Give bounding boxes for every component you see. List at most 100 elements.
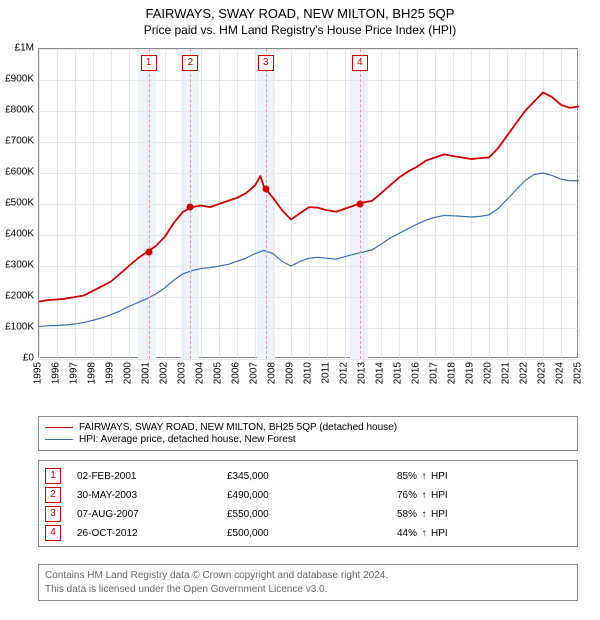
- chart-title-address: FAIRWAYS, SWAY ROAD, NEW MILTON, BH25 5Q…: [0, 6, 600, 21]
- title-block: FAIRWAYS, SWAY ROAD, NEW MILTON, BH25 5Q…: [0, 0, 600, 37]
- sale-price-point: [187, 204, 194, 211]
- sale-date: 26-OCT-2012: [77, 528, 227, 539]
- sale-date: 02-FEB-2001: [77, 471, 227, 482]
- sale-number-marker: 2: [182, 55, 198, 71]
- sale-number-marker: 4: [352, 55, 368, 71]
- x-tick-label: 2006: [231, 362, 242, 384]
- y-tick-label: £700K: [5, 136, 34, 147]
- x-tick-label: 1999: [105, 362, 116, 384]
- chart-subtitle: Price paid vs. HM Land Registry's House …: [0, 23, 600, 37]
- series-property: [39, 92, 579, 301]
- legend-entry: HPI: Average price, detached house, New …: [45, 434, 571, 445]
- sale-row-number: 4: [45, 525, 61, 541]
- sale-date: 07-AUG-2007: [77, 509, 227, 520]
- sale-price: £490,000: [227, 490, 357, 501]
- sale-price: £550,000: [227, 509, 357, 520]
- x-tick-label: 2010: [303, 362, 314, 384]
- sale-pct-vs-hpi: 76%: [357, 490, 417, 501]
- y-tick-label: £300K: [5, 260, 34, 271]
- x-tick-label: 2024: [555, 362, 566, 384]
- x-tick-label: 2017: [429, 362, 440, 384]
- sales-table: 102-FEB-2001£345,00085%↑HPI230-MAY-2003£…: [38, 460, 578, 547]
- x-tick-label: 2004: [195, 362, 206, 384]
- sale-hpi-label: HPI: [431, 471, 471, 482]
- sale-price-point: [145, 249, 152, 256]
- x-tick-label: 2016: [411, 362, 422, 384]
- x-tick-label: 2007: [249, 362, 260, 384]
- sale-table-row: 2 30-MAY-2003£490,00076%↑HPI: [45, 487, 571, 503]
- sale-number-marker: 3: [258, 55, 274, 71]
- x-tick-label: 2000: [123, 362, 134, 384]
- x-tick-label: 2025: [573, 362, 584, 384]
- x-tick-label: 2018: [447, 362, 458, 384]
- chart-area: 1234 £0£100K£200K£300K£400K£500K£600K£70…: [38, 48, 578, 378]
- legend-swatch: [45, 427, 73, 428]
- sale-price-point: [262, 185, 269, 192]
- series-hpi: [39, 173, 579, 326]
- sale-pct-vs-hpi: 85%: [357, 471, 417, 482]
- x-tick-label: 2023: [537, 362, 548, 384]
- arrow-up-icon: ↑: [417, 471, 431, 482]
- sale-pct-vs-hpi: 44%: [357, 528, 417, 539]
- sale-price: £500,000: [227, 528, 357, 539]
- y-tick-label: £800K: [5, 105, 34, 116]
- legend-box: FAIRWAYS, SWAY ROAD, NEW MILTON, BH25 5Q…: [38, 416, 578, 451]
- arrow-up-icon: ↑: [417, 490, 431, 501]
- x-tick-label: 1998: [87, 362, 98, 384]
- sale-row-number: 2: [45, 487, 61, 503]
- legend-label: FAIRWAYS, SWAY ROAD, NEW MILTON, BH25 5Q…: [79, 422, 397, 433]
- sale-table-row: 307-AUG-2007£550,00058%↑HPI: [45, 506, 571, 522]
- sale-price-point: [356, 201, 363, 208]
- y-tick-label: £600K: [5, 167, 34, 178]
- x-tick-label: 1996: [51, 362, 62, 384]
- x-tick-label: 2008: [267, 362, 278, 384]
- y-tick-label: £200K: [5, 291, 34, 302]
- y-axis-ticks: £0£100K£200K£300K£400K£500K£600K£700K£80…: [0, 48, 36, 358]
- sale-reference-line: [266, 49, 267, 359]
- sale-hpi-label: HPI: [431, 490, 471, 501]
- y-tick-label: £100K: [5, 322, 34, 333]
- x-tick-label: 2001: [141, 362, 152, 384]
- x-tick-label: 2020: [483, 362, 494, 384]
- sale-reference-line: [149, 49, 150, 359]
- y-tick-label: £900K: [5, 74, 34, 85]
- x-tick-label: 2011: [321, 362, 332, 384]
- x-tick-label: 2022: [519, 362, 530, 384]
- sale-pct-vs-hpi: 58%: [357, 509, 417, 520]
- y-tick-label: £400K: [5, 229, 34, 240]
- sale-number-marker: 1: [141, 55, 157, 71]
- license-footer: Contains HM Land Registry data © Crown c…: [38, 564, 578, 601]
- legend-swatch: [45, 439, 73, 440]
- x-tick-label: 2013: [357, 362, 368, 384]
- sale-table-row: 1 02-FEB-2001£345,00085%↑HPI: [45, 468, 571, 484]
- sale-row-number: 3: [45, 506, 61, 522]
- legend-label: HPI: Average price, detached house, New …: [79, 434, 296, 445]
- x-tick-label: 2002: [159, 362, 170, 384]
- figure-root: FAIRWAYS, SWAY ROAD, NEW MILTON, BH25 5Q…: [0, 0, 600, 620]
- x-tick-label: 2014: [375, 362, 386, 384]
- arrow-up-icon: ↑: [417, 528, 431, 539]
- y-tick-label: £500K: [5, 198, 34, 209]
- x-tick-label: 2003: [177, 362, 188, 384]
- footer-line-1: Contains HM Land Registry data © Crown c…: [45, 569, 571, 583]
- x-tick-label: 2015: [393, 362, 404, 384]
- x-tick-label: 2009: [285, 362, 296, 384]
- footer-line-2: This data is licensed under the Open Gov…: [45, 583, 571, 597]
- x-tick-label: 2005: [213, 362, 224, 384]
- x-tick-label: 2012: [339, 362, 350, 384]
- arrow-up-icon: ↑: [417, 509, 431, 520]
- gridline-vertical: [579, 49, 580, 359]
- sale-row-number: 1: [45, 468, 61, 484]
- plot-region: 1 2 3 4: [38, 48, 578, 358]
- legend-entry: FAIRWAYS, SWAY ROAD, NEW MILTON, BH25 5Q…: [45, 422, 571, 433]
- sale-price: £345,000: [227, 471, 357, 482]
- x-tick-label: 1995: [33, 362, 44, 384]
- sale-date: 30-MAY-2003: [77, 490, 227, 501]
- line-series-svg: [39, 49, 579, 359]
- x-tick-label: 2019: [465, 362, 476, 384]
- y-tick-label: £1M: [15, 43, 34, 54]
- sale-table-row: 4 26-OCT-2012£500,00044%↑HPI: [45, 525, 571, 541]
- x-axis-ticks: 1995199619971998199920002001200220032004…: [38, 358, 578, 378]
- x-tick-label: 1997: [69, 362, 80, 384]
- sale-hpi-label: HPI: [431, 528, 471, 539]
